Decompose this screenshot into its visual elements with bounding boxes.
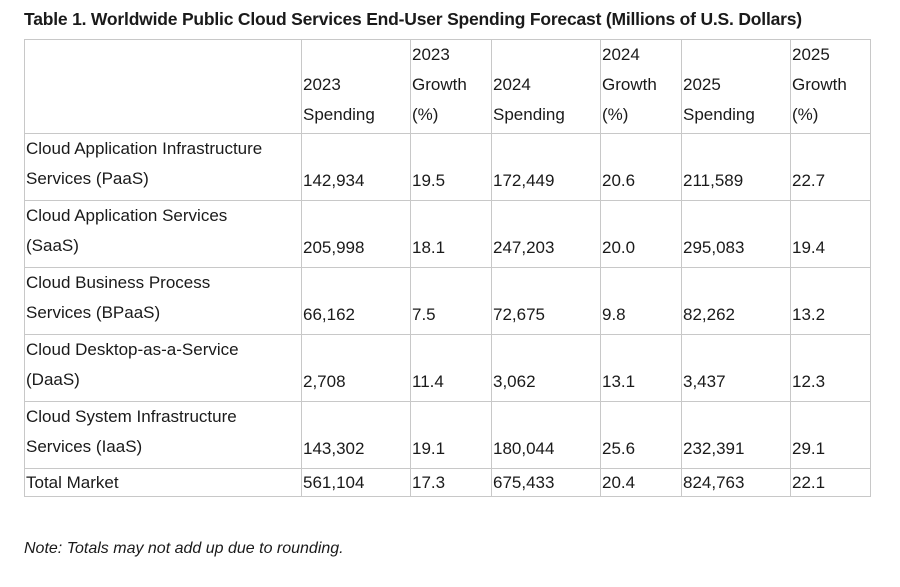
table-row: Cloud Business Process Services (BPaaS) 6…: [24, 267, 871, 335]
footnote: Note: Totals may not add up due to round…: [24, 540, 344, 557]
cell-2025-growth: 13.2: [790, 267, 871, 335]
cell-2024-growth: 13.1: [600, 334, 682, 402]
header-2025-growth: 2025 Growth (%): [790, 39, 871, 134]
header-2023-growth: 2023 Growth (%): [410, 39, 492, 134]
table-title: Table 1. Worldwide Public Cloud Services…: [24, 9, 802, 29]
cell-2023-spending: 143,302: [301, 401, 411, 469]
cell-2025-growth: 22.7: [790, 133, 871, 201]
cell-2024-spending: 180,044: [491, 401, 601, 469]
total-2024-spending: 675,433: [491, 468, 601, 497]
table-row: Cloud Desktop-as-a-Service (DaaS) 2,708 1…: [24, 334, 871, 402]
cell-2025-growth: 19.4: [790, 200, 871, 268]
cell-2023-growth: 11.4: [410, 334, 492, 402]
header-2024-growth: 2024 Growth (%): [600, 39, 682, 134]
cell-2025-spending: 295,083: [681, 200, 791, 268]
cell-2023-spending: 205,998: [301, 200, 411, 268]
total-2023-spending: 561,104: [301, 468, 411, 497]
row-label: Cloud System Infrastructure Services (Iaa…: [24, 401, 302, 469]
table-row: Cloud Application Infrastructure Services…: [24, 133, 871, 201]
forecast-table: 2023 Spending 2023 Growth (%) 2024 Spending …: [24, 39, 871, 497]
cell-2023-growth: 19.5: [410, 133, 492, 201]
header-2024-spending: 2024 Spending: [491, 39, 601, 134]
cell-2025-growth: 29.1: [790, 401, 871, 469]
cell-2023-growth: 19.1: [410, 401, 492, 469]
row-label: Cloud Desktop-as-a-Service (DaaS): [24, 334, 302, 402]
total-2025-spending: 824,763: [681, 468, 791, 497]
cell-2025-spending: 232,391: [681, 401, 791, 469]
total-row: Total Market 561,104 17.3 675,433 20.4 8…: [24, 468, 871, 497]
cell-2023-spending: 2,708: [301, 334, 411, 402]
row-label: Cloud Business Process Services (BPaaS): [24, 267, 302, 335]
total-2025-growth: 22.1: [790, 468, 871, 497]
cell-2024-spending: 247,203: [491, 200, 601, 268]
cell-2023-spending: 66,162: [301, 267, 411, 335]
row-label: Cloud Application Services (SaaS): [24, 200, 302, 268]
total-2023-growth: 17.3: [410, 468, 492, 497]
cell-2024-growth: 20.0: [600, 200, 682, 268]
cell-2024-growth: 9.8: [600, 267, 682, 335]
cell-2025-spending: 211,589: [681, 133, 791, 201]
header-empty-cell: [24, 39, 302, 134]
cell-2024-growth: 20.6: [600, 133, 682, 201]
total-label: Total Market: [24, 468, 302, 497]
header-2025-spending: 2025 Spending: [681, 39, 791, 134]
cell-2025-spending: 82,262: [681, 267, 791, 335]
header-row: 2023 Spending 2023 Growth (%) 2024 Spending …: [24, 39, 871, 134]
cell-2023-spending: 142,934: [301, 133, 411, 201]
total-2024-growth: 20.4: [600, 468, 682, 497]
table-row: Cloud Application Services (SaaS) 205,998…: [24, 200, 871, 268]
cell-2024-spending: 172,449: [491, 133, 601, 201]
cell-2024-growth: 25.6: [600, 401, 682, 469]
cell-2024-spending: 3,062: [491, 334, 601, 402]
cell-2025-spending: 3,437: [681, 334, 791, 402]
table-row: Cloud System Infrastructure Services (Iaa…: [24, 401, 871, 469]
cell-2024-spending: 72,675: [491, 267, 601, 335]
cell-2023-growth: 18.1: [410, 200, 492, 268]
cell-2025-growth: 12.3: [790, 334, 871, 402]
cell-2023-growth: 7.5: [410, 267, 492, 335]
row-label: Cloud Application Infrastructure Services…: [24, 133, 302, 201]
header-2023-spending: 2023 Spending: [301, 39, 411, 134]
